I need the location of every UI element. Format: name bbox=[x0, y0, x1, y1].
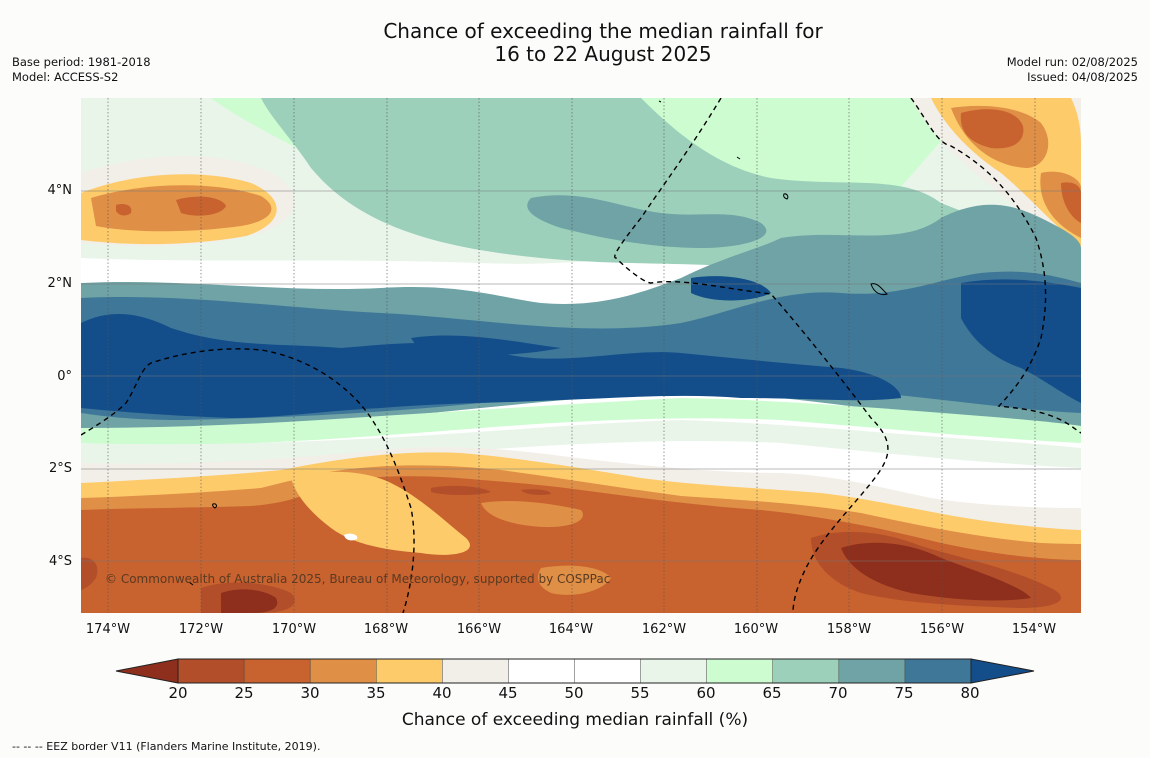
eez-footnote: -- -- -- EEZ border V11 (Flanders Marine… bbox=[12, 740, 321, 753]
lon-label-172w: 172°W bbox=[178, 622, 224, 637]
lon-label-166w: 166°W bbox=[456, 622, 502, 637]
colorbar-tick: 50 bbox=[564, 684, 584, 702]
colorbar-tick: 25 bbox=[234, 684, 254, 702]
colorbar-cell bbox=[508, 658, 576, 684]
colorbar-tick: 75 bbox=[894, 684, 914, 702]
colorbar-label: Chance of exceeding median rainfall (%) bbox=[401, 710, 749, 730]
lon-label-170w: 170°W bbox=[271, 622, 317, 637]
lon-label-156w: 156°W bbox=[919, 622, 965, 637]
issued-text: Issued: 04/08/2025 bbox=[1027, 70, 1138, 84]
lat-label-2s: 2°S bbox=[48, 461, 72, 476]
colorbar-cell bbox=[309, 658, 377, 684]
map-title: Chance of exceeding the median rainfall … bbox=[0, 20, 1150, 66]
colorbar-cell bbox=[640, 658, 708, 684]
lat-label-4n: 4°N bbox=[47, 183, 73, 198]
colorbar-cell bbox=[706, 658, 774, 684]
colorbar bbox=[115, 658, 1035, 684]
lat-label-2n: 2°N bbox=[47, 276, 73, 291]
title-line-1: Chance of exceeding the median rainfall … bbox=[383, 19, 823, 43]
colorbar-cell bbox=[177, 658, 245, 684]
colorbar-tick: 60 bbox=[696, 684, 716, 702]
copyright-text: © Commonwealth of Australia 2025, Bureau… bbox=[105, 572, 611, 586]
colorbar-cell bbox=[376, 658, 444, 684]
lon-label-158w: 158°W bbox=[826, 622, 872, 637]
colorbar-tick: 35 bbox=[366, 684, 386, 702]
contour-field bbox=[81, 98, 1081, 613]
colorbar-tick: 30 bbox=[300, 684, 320, 702]
colorbar-tick: 20 bbox=[168, 684, 188, 702]
colorbar-tick: 65 bbox=[762, 684, 782, 702]
colorbar-cell bbox=[838, 658, 906, 684]
title-line-2: 16 to 22 August 2025 bbox=[494, 42, 712, 66]
lon-label-168w: 168°W bbox=[363, 622, 409, 637]
colorbar-cell bbox=[442, 658, 510, 684]
lat-label-0: 0° bbox=[57, 369, 72, 384]
colorbar-cell bbox=[243, 658, 311, 684]
lon-label-164w: 164°W bbox=[548, 622, 594, 637]
colorbar-cell bbox=[574, 658, 642, 684]
lon-label-160w: 160°W bbox=[733, 622, 779, 637]
colorbar-tick: 55 bbox=[630, 684, 650, 702]
eez-border bbox=[81, 98, 1081, 613]
colorbar-above-arrow bbox=[970, 658, 1035, 684]
model-run-text: Model run: 02/08/2025 bbox=[1006, 55, 1138, 69]
base-period-text: Base period: 1981-2018 bbox=[12, 55, 151, 69]
colorbar-tick: 70 bbox=[828, 684, 848, 702]
colorbar-cell bbox=[904, 658, 972, 684]
colorbar-cell bbox=[772, 658, 840, 684]
meta-left: Base period: 1981-2018 Model: ACCESS-S2 bbox=[12, 55, 151, 85]
colorbar-below-arrow bbox=[115, 658, 179, 684]
rainfall-map: © Commonwealth of Australia 2025, Bureau… bbox=[81, 98, 1081, 613]
lon-label-174w: 174°W bbox=[85, 622, 131, 637]
colorbar-tick: 45 bbox=[498, 684, 518, 702]
colorbar-tick: 80 bbox=[960, 684, 980, 702]
lon-label-154w: 154°W bbox=[1011, 622, 1057, 637]
model-text: Model: ACCESS-S2 bbox=[12, 70, 119, 84]
meta-right: Model run: 02/08/2025 Issued: 04/08/2025 bbox=[1007, 55, 1138, 85]
lat-label-4s: 4°S bbox=[48, 554, 72, 569]
lon-label-162w: 162°W bbox=[641, 622, 687, 637]
colorbar-tick: 40 bbox=[432, 684, 452, 702]
